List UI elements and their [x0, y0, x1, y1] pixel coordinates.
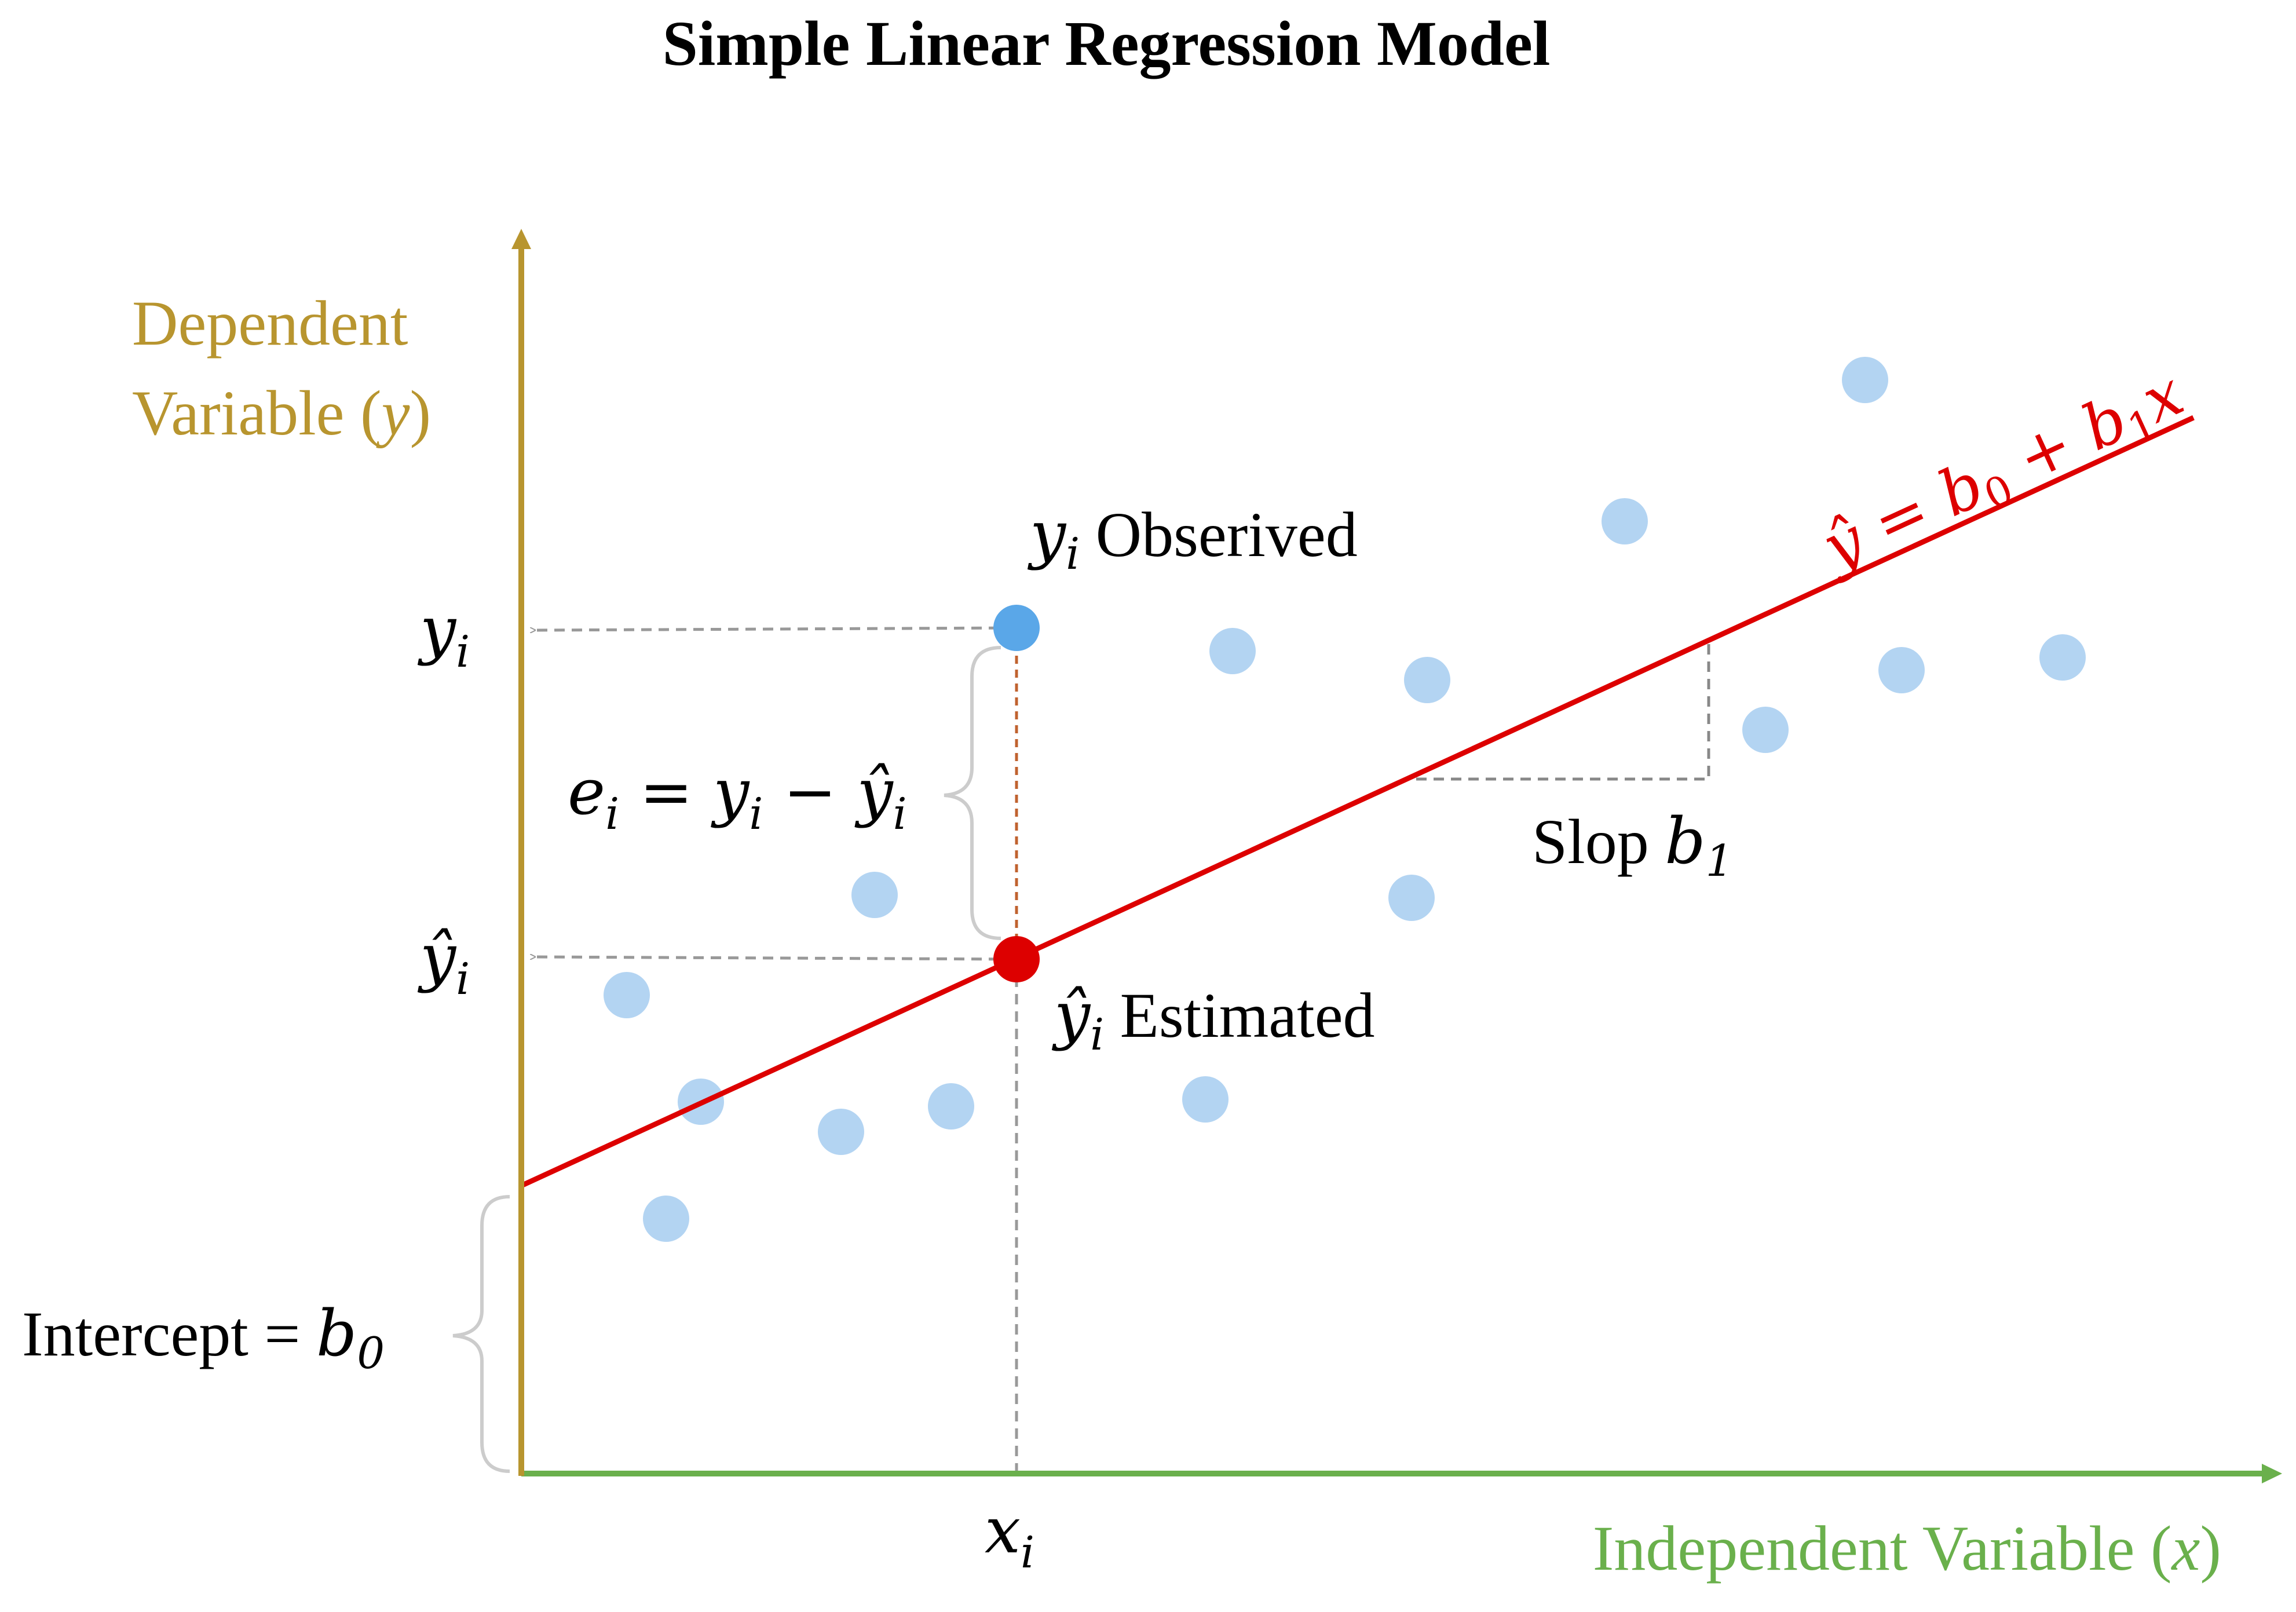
residual-equation: ei = yi − ŷi	[568, 755, 907, 839]
y-axis-label: Dependent	[132, 288, 408, 359]
scatter-point	[2039, 634, 2086, 681]
y-tick-yi: yi	[417, 593, 470, 677]
estimated-point	[993, 936, 1040, 982]
scatter-point	[1209, 628, 1256, 674]
scatter-point	[1404, 657, 1450, 703]
scatter-point	[1842, 357, 1888, 403]
x-tick-xi: xi	[985, 1493, 1034, 1578]
x-axis-arrowhead	[2262, 1464, 2282, 1483]
scatter-point	[1602, 498, 1648, 544]
yhat-guide-line	[535, 957, 1017, 961]
scatter-point	[604, 972, 650, 1018]
scatter-points	[604, 357, 2086, 1242]
scatter-point	[643, 1196, 689, 1242]
yi-guide-line	[535, 626, 1017, 630]
scatter-point	[818, 1109, 864, 1155]
scatter-point	[1388, 875, 1435, 921]
scatter-point	[1878, 647, 1925, 693]
y-axis-arrowhead	[511, 229, 531, 249]
scatter-point	[928, 1083, 974, 1130]
intercept-brace	[452, 1195, 510, 1473]
x-axis-label: Independent Variable (x)	[1593, 1513, 2221, 1584]
scatter-point	[1182, 1076, 1229, 1123]
intercept-label: Intercept = b0	[22, 1296, 385, 1379]
estimated-label: ŷi Estimated	[1051, 978, 1375, 1060]
observed-point	[993, 605, 1040, 651]
slope-triangle	[1413, 644, 1710, 781]
observed-label: yi Obserived	[1027, 497, 1358, 579]
slope-label: Slop b1	[1532, 804, 1733, 886]
chart-title: Simple Linear Regression Model	[663, 8, 1551, 79]
y-tick-yhat: ŷi	[417, 920, 470, 1004]
scatter-point	[1742, 707, 1789, 753]
residual-brace	[944, 646, 1001, 940]
scatter-point	[851, 872, 898, 918]
y-axis-label-line2: Variable (y)	[132, 378, 431, 448]
regression-line	[520, 415, 2195, 1189]
